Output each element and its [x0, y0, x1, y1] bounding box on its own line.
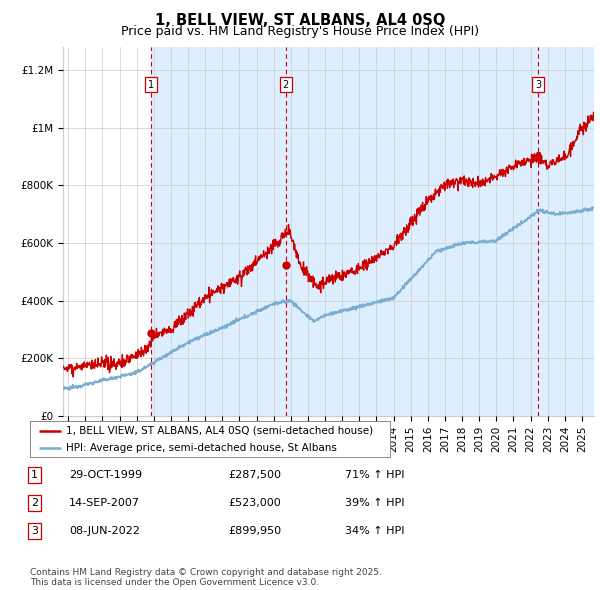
Text: 3: 3	[31, 526, 38, 536]
Text: 34% ↑ HPI: 34% ↑ HPI	[345, 526, 404, 536]
Text: £523,000: £523,000	[228, 498, 281, 507]
Text: £899,950: £899,950	[228, 526, 281, 536]
Text: Contains HM Land Registry data © Crown copyright and database right 2025.
This d: Contains HM Land Registry data © Crown c…	[30, 568, 382, 587]
Text: 71% ↑ HPI: 71% ↑ HPI	[345, 470, 404, 480]
Text: HPI: Average price, semi-detached house, St Albans: HPI: Average price, semi-detached house,…	[66, 443, 337, 453]
Text: 1, BELL VIEW, ST ALBANS, AL4 0SQ: 1, BELL VIEW, ST ALBANS, AL4 0SQ	[155, 13, 445, 28]
Text: 39% ↑ HPI: 39% ↑ HPI	[345, 498, 404, 507]
Text: £287,500: £287,500	[228, 470, 281, 480]
Bar	[286, 47, 538, 416]
Text: 1: 1	[148, 80, 154, 90]
Text: 1: 1	[31, 470, 38, 480]
Text: 08-JUN-2022: 08-JUN-2022	[69, 526, 140, 536]
Bar	[151, 47, 286, 416]
Text: 14-SEP-2007: 14-SEP-2007	[69, 498, 140, 507]
Text: 3: 3	[535, 80, 541, 90]
Text: 2: 2	[31, 498, 38, 507]
Text: Price paid vs. HM Land Registry's House Price Index (HPI): Price paid vs. HM Land Registry's House …	[121, 25, 479, 38]
Text: 2: 2	[283, 80, 289, 90]
Text: 29-OCT-1999: 29-OCT-1999	[69, 470, 142, 480]
Text: 1, BELL VIEW, ST ALBANS, AL4 0SQ (semi-detached house): 1, BELL VIEW, ST ALBANS, AL4 0SQ (semi-d…	[66, 425, 373, 435]
Bar	[538, 47, 594, 416]
